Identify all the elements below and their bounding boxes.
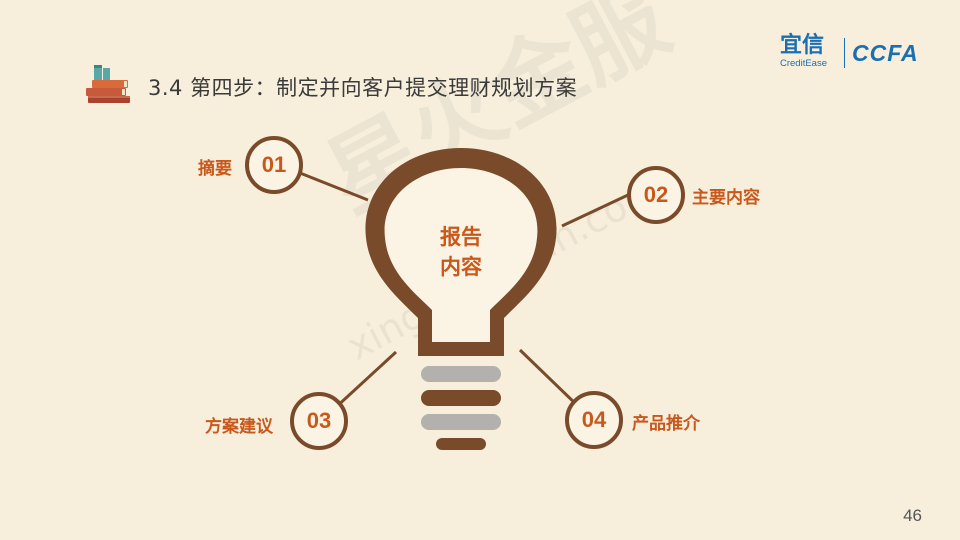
report-content-line2: 内容 [440, 255, 482, 279]
report-content-line1: 报告 [440, 225, 482, 249]
bulb-base-bar-3 [421, 414, 501, 430]
item-label-summary: 摘要 [198, 159, 232, 179]
ccfa-logo: CCFA [852, 40, 919, 66]
page-number: 46 [903, 506, 922, 525]
page-title: 3.4 第四步：制定并向客户提交理财规划方案 [148, 76, 578, 100]
connector-01 [299, 171, 369, 202]
bulb-base-bar-1 [421, 366, 501, 382]
creditease-logo-sub: CreditEase [780, 58, 827, 69]
bulb-inner [384, 168, 538, 342]
report-content-label: 报告 内容 [418, 222, 504, 282]
stacked-books-icon [86, 65, 130, 103]
bulb-base-bar-2 [421, 390, 501, 406]
item-number-04: 04 [565, 391, 623, 449]
logo-divider [844, 38, 845, 68]
brand-logos: 宜信 CreditEase CCFA [780, 34, 940, 74]
connector-03 [332, 350, 398, 411]
bulb-base-bar-4 [436, 438, 486, 450]
creditease-logo: 宜信 [780, 33, 825, 58]
item-label-product-promo: 产品推介 [632, 414, 700, 434]
item-number-01: 01 [245, 136, 303, 194]
item-number-02: 02 [627, 166, 685, 224]
connector-04 [518, 348, 582, 410]
item-label-main-content: 主要内容 [692, 188, 760, 208]
connector-02 [561, 193, 629, 228]
item-number-03: 03 [290, 392, 348, 450]
item-label-proposal: 方案建议 [205, 417, 273, 437]
